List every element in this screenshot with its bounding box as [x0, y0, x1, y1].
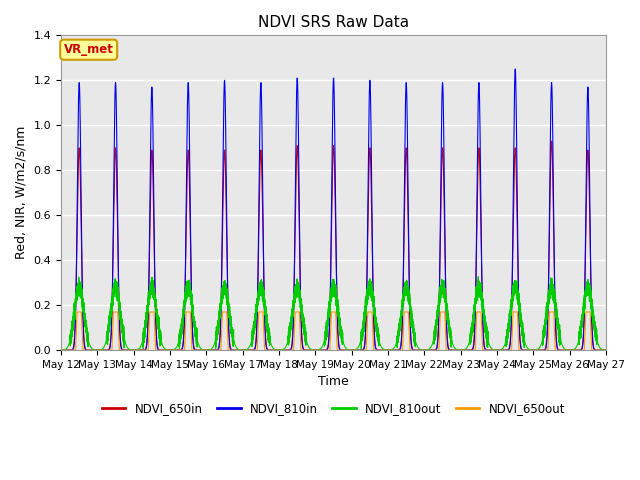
NDVI_650out — [73, 309, 81, 315]
NDVI_650in — [188, 311, 196, 316]
NDVI_810out — [177, 326, 184, 332]
Line: NDVI_650out: NDVI_650out — [61, 312, 606, 350]
NDVI_810in — [74, 106, 82, 111]
NDVI_650out — [57, 348, 65, 353]
Text: VR_met: VR_met — [64, 43, 114, 56]
Line: NDVI_810out: NDVI_810out — [61, 276, 606, 350]
NDVI_810in — [116, 340, 124, 346]
NDVI_650out — [602, 348, 610, 353]
Legend: NDVI_650in, NDVI_810in, NDVI_810out, NDVI_650out: NDVI_650in, NDVI_810in, NDVI_810out, NDV… — [97, 397, 570, 420]
NDVI_810out — [57, 348, 65, 353]
NDVI_650in — [74, 161, 82, 167]
NDVI_650out — [116, 348, 124, 353]
NDVI_650in — [57, 348, 65, 353]
NDVI_650in — [530, 348, 538, 353]
NDVI_810out — [188, 304, 196, 310]
NDVI_650out — [74, 309, 82, 315]
Y-axis label: Red, NIR, W/m2/s/nm: Red, NIR, W/m2/s/nm — [15, 126, 28, 260]
NDVI_810out — [116, 309, 124, 314]
NDVI_650out — [177, 348, 184, 353]
NDVI_810in — [188, 312, 196, 318]
Line: NDVI_650in: NDVI_650in — [61, 141, 606, 350]
NDVI_810out — [346, 347, 353, 353]
NDVI_810in — [530, 348, 538, 353]
NDVI_810out — [602, 348, 610, 353]
X-axis label: Time: Time — [318, 375, 349, 388]
Line: NDVI_810in: NDVI_810in — [61, 69, 606, 350]
NDVI_810out — [74, 288, 82, 294]
NDVI_650out — [530, 348, 538, 353]
NDVI_650in — [177, 347, 184, 353]
NDVI_650in — [346, 348, 353, 353]
NDVI_650in — [602, 348, 610, 353]
NDVI_810in — [57, 348, 65, 353]
NDVI_810in — [346, 348, 353, 353]
NDVI_650in — [116, 337, 124, 343]
Title: NDVI SRS Raw Data: NDVI SRS Raw Data — [258, 15, 409, 30]
NDVI_810in — [511, 66, 519, 72]
NDVI_810in — [602, 348, 610, 353]
NDVI_650out — [346, 348, 353, 353]
NDVI_810in — [177, 348, 184, 353]
NDVI_810out — [530, 347, 538, 353]
NDVI_650out — [188, 348, 196, 353]
NDVI_650in — [548, 138, 556, 144]
NDVI_810out — [474, 274, 482, 279]
